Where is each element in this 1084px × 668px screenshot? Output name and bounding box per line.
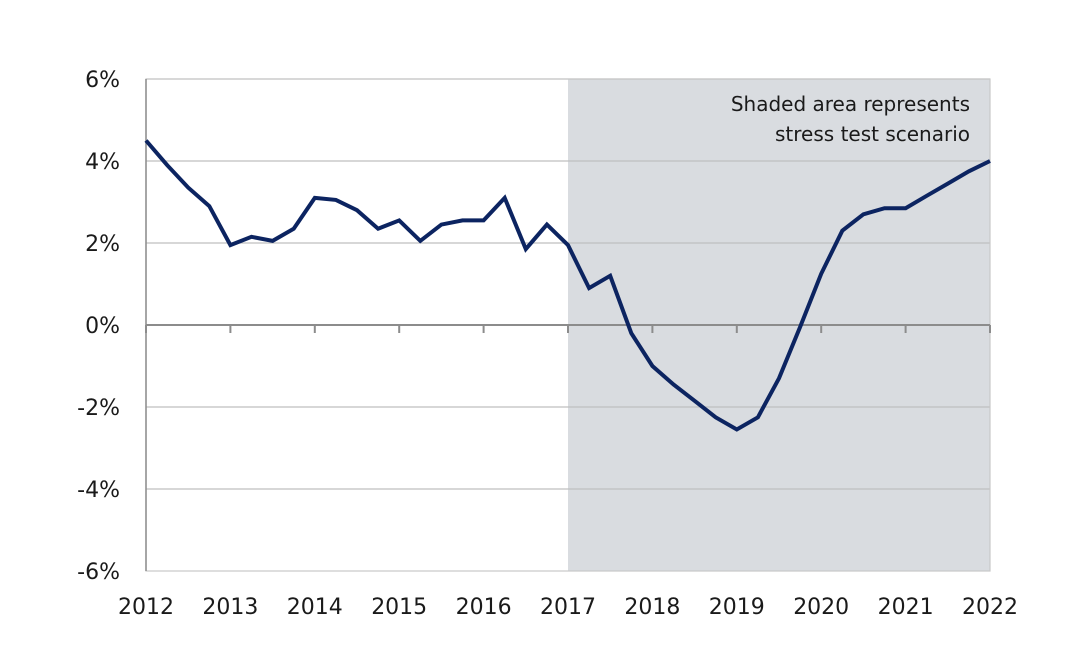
- y-tick-label: 6%: [85, 68, 120, 93]
- x-tick-label: 2013: [202, 595, 258, 620]
- annotation-line-1: Shaded area represents: [731, 92, 970, 116]
- x-tick-label: 2021: [878, 595, 934, 620]
- x-tick-label: 2012: [118, 595, 174, 620]
- x-tick-labels: 2012 2013 2014 2015 2016 2017 2018 2019 2020 2021…: [118, 595, 1018, 620]
- axes: [145, 78, 991, 572]
- x-tick-label: 2014: [287, 595, 343, 620]
- y-tick-label: -4%: [77, 478, 120, 503]
- x-tick-label: 2019: [709, 595, 765, 620]
- y-tick-label: 4%: [85, 150, 120, 175]
- y-tick-label: 2%: [85, 232, 120, 257]
- y-tick-label: -2%: [77, 396, 120, 421]
- y-tick-label: -6%: [77, 560, 120, 585]
- series-line: [144, 139, 991, 432]
- x-tick-label: 2018: [624, 595, 680, 620]
- x-tick-label: 2016: [456, 595, 512, 620]
- y-tick-labels: 6% 4% 2% 0% -2% -4% -6%: [77, 68, 120, 585]
- annotation-line-2: stress test scenario: [775, 122, 970, 146]
- x-tick-label: 2020: [793, 595, 849, 620]
- x-tick-label: 2015: [371, 595, 427, 620]
- y-tick-label: 0%: [85, 314, 120, 339]
- series-lines: [144, 139, 991, 432]
- x-tick-label: 2017: [540, 595, 596, 620]
- x-tick-label: 2022: [962, 595, 1018, 620]
